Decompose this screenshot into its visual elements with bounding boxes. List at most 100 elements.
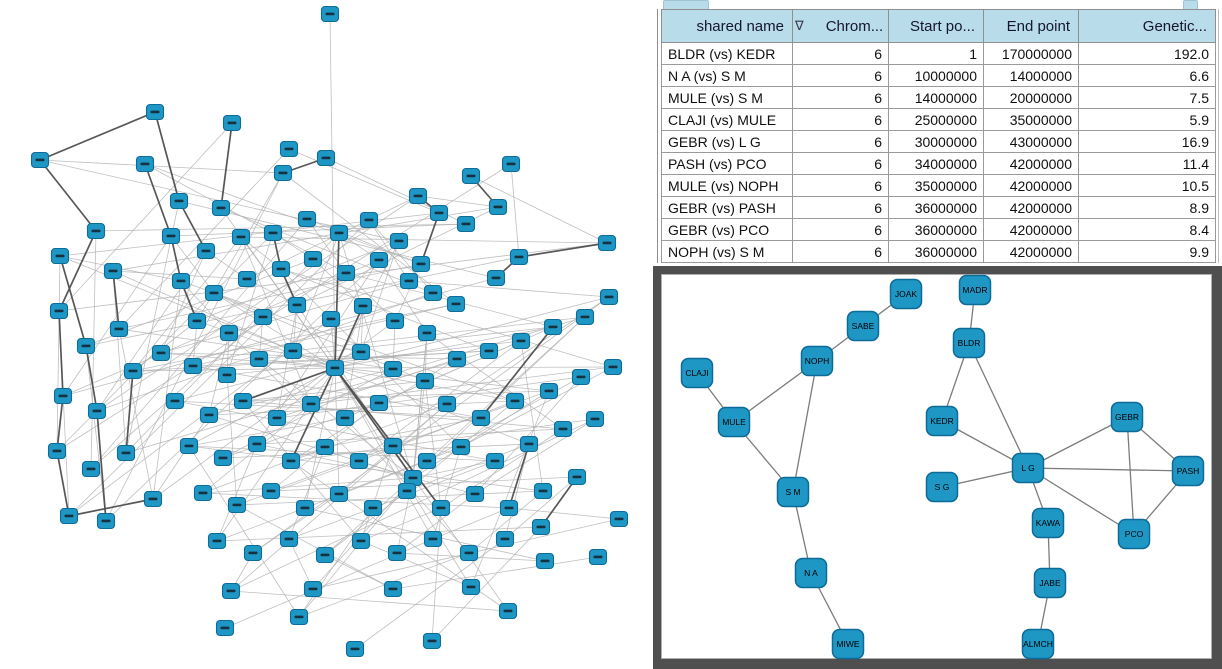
network-node[interactable]: CLAJI (680, 357, 714, 389)
network-node[interactable] (321, 310, 341, 328)
network-node[interactable] (415, 372, 435, 390)
network-node[interactable] (196, 242, 216, 260)
network-node[interactable]: MADR (958, 274, 992, 306)
cell-value[interactable]: 42000000 (983, 240, 1079, 263)
network-node[interactable] (336, 264, 356, 282)
network-node[interactable] (325, 359, 345, 377)
network-node[interactable] (53, 387, 73, 405)
network-node[interactable] (423, 530, 443, 548)
network-node[interactable] (81, 460, 101, 478)
network-node[interactable] (446, 295, 466, 313)
cell-shared-name[interactable]: MULE (vs) S M (661, 86, 793, 109)
network-node[interactable] (151, 344, 171, 362)
network-node[interactable] (59, 507, 79, 525)
network-node[interactable] (297, 210, 317, 228)
network-node[interactable] (247, 435, 267, 453)
cell-value[interactable]: 42000000 (983, 152, 1079, 175)
cell-shared-name[interactable]: N A (vs) S M (661, 64, 793, 87)
network-node[interactable] (96, 512, 116, 530)
table-row[interactable]: GEBR (vs) PCO 6 36000000 42000000 8.4 (661, 218, 1216, 241)
column-header-3[interactable]: End point (983, 9, 1079, 43)
network-node[interactable] (588, 548, 608, 566)
network-node[interactable] (363, 499, 383, 517)
network-node[interactable] (295, 499, 315, 517)
cell-value[interactable]: 6 (792, 130, 889, 153)
network-node[interactable] (233, 392, 253, 410)
cell-value[interactable]: 8.4 (1078, 218, 1216, 241)
cell-value[interactable]: 42000000 (983, 196, 1079, 219)
network-node[interactable] (501, 155, 521, 173)
network-node[interactable] (204, 284, 224, 302)
network-node[interactable]: SABE (846, 310, 880, 342)
network-node[interactable] (397, 482, 417, 500)
cell-value[interactable]: 36000000 (888, 196, 984, 219)
network-node[interactable] (49, 302, 69, 320)
cell-value[interactable]: 6 (792, 218, 889, 241)
network-node[interactable] (316, 149, 336, 167)
network-node[interactable] (353, 297, 373, 315)
detail-network-canvas[interactable]: JOAK SABE NOPH CLAJI MULE S M N A MIWE MADR BLDR K… (653, 266, 1222, 669)
overview-network-canvas[interactable] (0, 0, 651, 669)
cell-shared-name[interactable]: GEBR (vs) L G (661, 130, 793, 153)
network-node[interactable]: JOAK (889, 278, 923, 310)
cell-value[interactable]: 5.9 (1078, 108, 1216, 131)
network-node[interactable] (369, 394, 389, 412)
cell-value[interactable]: 6 (792, 108, 889, 131)
cell-value[interactable]: 34000000 (888, 152, 984, 175)
cell-shared-name[interactable]: NOPH (vs) S M (661, 240, 793, 263)
network-node[interactable] (271, 260, 291, 278)
table-row[interactable]: MULE (vs) NOPH 6 35000000 42000000 10.5 (661, 174, 1216, 197)
cell-value[interactable]: 16.9 (1078, 130, 1216, 153)
network-node[interactable]: PCO (1117, 518, 1151, 550)
table-row[interactable]: PASH (vs) PCO 6 34000000 42000000 11.4 (661, 152, 1216, 175)
network-node[interactable] (86, 222, 106, 240)
network-node[interactable] (253, 308, 273, 326)
network-node[interactable] (47, 442, 67, 460)
network-node[interactable] (283, 342, 303, 360)
network-node[interactable] (509, 248, 529, 266)
column-header-4[interactable]: Genetic... (1078, 9, 1216, 43)
network-node[interactable] (599, 288, 619, 306)
network-node[interactable] (411, 255, 431, 273)
table-row[interactable]: NOPH (vs) S M 6 36000000 42000000 9.9 (661, 240, 1216, 263)
network-node[interactable] (351, 532, 371, 550)
network-node[interactable]: ALMCH (1021, 628, 1055, 660)
network-node[interactable] (345, 640, 365, 658)
cell-value[interactable]: 170000000 (983, 42, 1079, 65)
network-node[interactable] (567, 468, 587, 486)
table-row[interactable]: MULE (vs) S M 6 14000000 20000000 7.5 (661, 86, 1216, 109)
network-node[interactable] (422, 632, 442, 650)
network-node[interactable] (303, 580, 323, 598)
network-node[interactable] (429, 204, 449, 222)
network-node[interactable] (461, 578, 481, 596)
network-node[interactable] (389, 232, 409, 250)
network-node[interactable] (437, 395, 457, 413)
network-node[interactable] (183, 357, 203, 375)
network-node[interactable] (301, 395, 321, 413)
network-node[interactable] (511, 332, 531, 350)
network-node[interactable] (243, 544, 263, 562)
network-node[interactable] (499, 499, 519, 517)
network-node[interactable] (287, 296, 307, 314)
network-node[interactable] (459, 544, 479, 562)
network-node[interactable] (109, 320, 129, 338)
network-node[interactable] (320, 5, 340, 23)
network-node[interactable] (423, 284, 443, 302)
cell-value[interactable]: 7.5 (1078, 86, 1216, 109)
network-node[interactable] (585, 410, 605, 428)
cell-value[interactable]: 36000000 (888, 240, 984, 263)
network-node[interactable] (408, 187, 428, 205)
network-node[interactable] (213, 449, 233, 467)
table-row[interactable]: CLAJI (vs) MULE 6 25000000 35000000 5.9 (661, 108, 1216, 131)
network-node[interactable] (539, 382, 559, 400)
network-node[interactable] (263, 224, 283, 242)
network-node[interactable] (456, 215, 476, 233)
network-node[interactable]: PASH (1171, 455, 1205, 487)
network-node[interactable] (237, 270, 257, 288)
network-node[interactable] (217, 366, 237, 384)
cell-value[interactable]: 6 (792, 174, 889, 197)
cell-value[interactable]: 35000000 (888, 174, 984, 197)
cell-value[interactable]: 42000000 (983, 174, 1079, 197)
network-node[interactable] (289, 608, 309, 626)
cell-value[interactable]: 35000000 (983, 108, 1079, 131)
